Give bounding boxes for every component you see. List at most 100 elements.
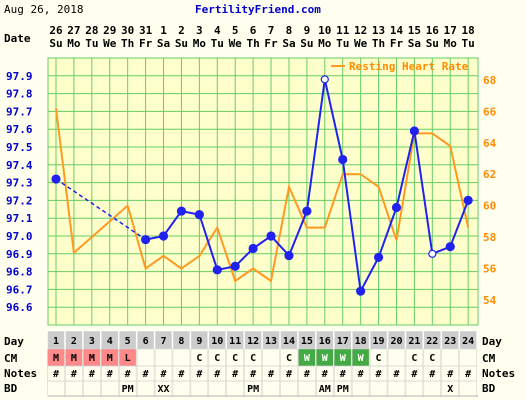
temperature-tick-label: 97.5	[6, 141, 33, 154]
temperature-tick-label: 97.9	[6, 70, 33, 83]
temperature-point[interactable]	[302, 206, 312, 216]
cm-row-label: CM	[4, 352, 18, 365]
cm-value: M	[89, 353, 95, 364]
bd-cell[interactable]	[405, 380, 424, 397]
bd-cell[interactable]	[262, 380, 280, 397]
day-number: 21	[408, 336, 420, 347]
weekday-label: Fr	[139, 37, 153, 50]
data-rows: Day Day CM CM Notes Notes BD BD 1 M #2 M #3 M #4 M #5 L # P…	[4, 330, 515, 397]
temperature-point[interactable]	[51, 174, 61, 184]
bd-cell[interactable]	[208, 380, 226, 397]
bd-cell[interactable]	[65, 380, 83, 397]
temperature-point[interactable]	[338, 154, 348, 165]
heart-rate-series	[55, 108, 470, 283]
temperature-point[interactable]	[212, 265, 222, 275]
temperature-point[interactable]	[266, 231, 276, 241]
notes-row-label-right: Notes	[482, 367, 515, 380]
bd-cell[interactable]	[83, 380, 101, 397]
temperature-tick-label: 96.6	[6, 301, 33, 314]
bd-value: PM	[247, 384, 259, 395]
bd-cell[interactable]	[118, 380, 137, 397]
weekday-label: Th	[246, 37, 259, 50]
day-number: 20	[390, 336, 402, 347]
temperature-point[interactable]	[428, 249, 437, 258]
weekday-label: Th	[372, 37, 385, 50]
heart-rate-axis: 68 66 64 62 60 58 56 54	[483, 74, 497, 307]
temperature-point[interactable]	[248, 243, 258, 254]
date-row: 26Su27Mo28Tu29We30Th31Fr1Sa2Su3Mo4Tu5We6…	[49, 24, 474, 50]
date-label: 3	[196, 24, 203, 37]
bd-cell[interactable]	[226, 380, 244, 397]
temperature-point[interactable]	[230, 261, 240, 271]
temperature-point[interactable]	[176, 206, 187, 216]
bd-cell[interactable]	[369, 380, 388, 397]
weekday-label: Sa	[157, 37, 170, 50]
temperature-tick-label: 97.8	[6, 88, 33, 101]
cm-value: W	[304, 353, 311, 364]
bd-cell[interactable]	[244, 380, 262, 397]
temperature-point[interactable]	[409, 126, 419, 136]
date-label: 5	[232, 24, 239, 37]
temperature-point[interactable]	[463, 195, 473, 205]
legend-heart-label: Resting Heart Rate	[349, 60, 469, 73]
bd-cell[interactable]	[172, 380, 191, 397]
date-label: 15	[408, 24, 421, 37]
weekday-label: Tu	[211, 37, 224, 50]
temperature-tick-label: 97.6	[6, 123, 33, 136]
temperature-point[interactable]	[141, 234, 151, 245]
notes-marker: #	[178, 369, 184, 380]
temperature-point[interactable]	[284, 250, 294, 261]
temperature-point[interactable]	[373, 252, 384, 262]
notes-marker: #	[89, 369, 95, 380]
bd-cell[interactable]	[47, 380, 65, 397]
bd-value: AM	[319, 384, 331, 395]
day-number: 9	[196, 336, 202, 347]
notes-marker: #	[268, 369, 274, 380]
cm-value: C	[411, 353, 417, 364]
cm-value: C	[286, 353, 292, 364]
day-number: 16	[319, 336, 331, 347]
temperature-tick-label: 97.1	[6, 212, 33, 225]
notes-marker: #	[429, 369, 435, 380]
date-label: 14	[390, 24, 404, 37]
cm-value: C	[214, 353, 220, 364]
bd-cell[interactable]	[423, 380, 442, 397]
bd-cell[interactable]	[387, 380, 406, 397]
temperature-tick-label: 96.8	[6, 266, 33, 279]
bd-value: PM	[337, 384, 349, 395]
cm-value: W	[322, 353, 329, 364]
day-number: 12	[247, 336, 259, 347]
bd-cell[interactable]	[334, 380, 352, 397]
bd-cell[interactable]	[459, 380, 477, 397]
day-number: 22	[426, 336, 438, 347]
bd-value: X	[447, 384, 453, 395]
notes-marker: #	[376, 369, 382, 380]
temperature-point[interactable]	[445, 242, 455, 252]
temperature-point[interactable]	[320, 75, 329, 84]
bd-cell[interactable]	[280, 380, 298, 397]
day-number: 13	[265, 336, 277, 347]
heart-rate-tick-label: 66	[483, 105, 497, 118]
cm-value: M	[107, 353, 113, 364]
weekday-label: We	[103, 37, 117, 50]
bd-cell[interactable]	[136, 380, 155, 397]
bd-cell[interactable]	[190, 380, 209, 397]
notes-marker: #	[465, 369, 471, 380]
weekday-label: Mo	[318, 37, 332, 50]
cm-value: C	[250, 353, 256, 364]
temperature-point[interactable]	[356, 286, 366, 296]
bd-cell[interactable]	[298, 380, 316, 397]
temperature-point[interactable]	[158, 231, 169, 241]
bd-cell[interactable]	[441, 380, 459, 397]
weekday-label: Sa	[282, 37, 295, 50]
bd-cell[interactable]	[101, 380, 119, 397]
temperature-tick-label: 97.0	[6, 230, 33, 243]
bd-cell[interactable]	[316, 380, 334, 397]
site-name[interactable]: FertilityFriend.com	[195, 3, 321, 16]
day-row-label: Day	[4, 335, 24, 348]
cm-value: C	[196, 353, 202, 364]
temperature-point[interactable]	[194, 210, 204, 220]
bd-cell[interactable]	[351, 380, 370, 397]
bd-cell[interactable]	[154, 380, 173, 397]
temperature-point[interactable]	[391, 202, 402, 213]
